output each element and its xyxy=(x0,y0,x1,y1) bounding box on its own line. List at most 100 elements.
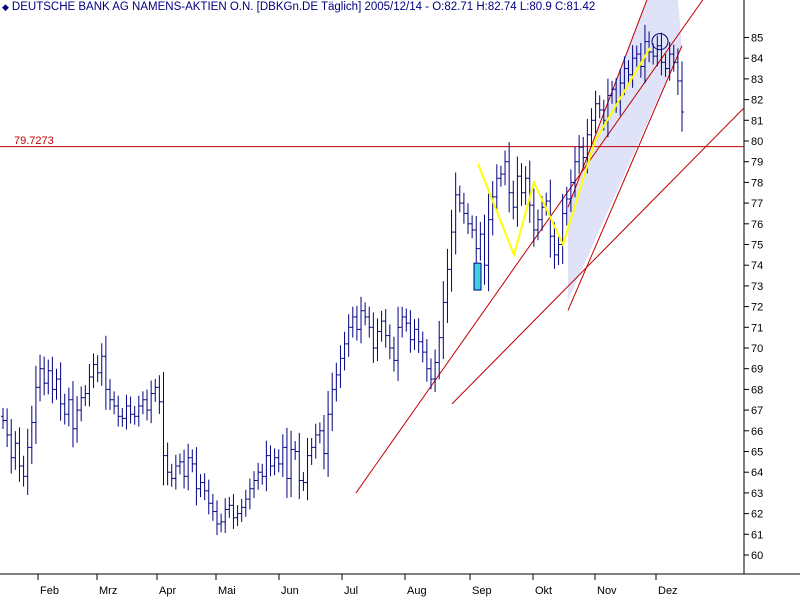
ohlc-bar xyxy=(527,160,532,223)
x-tick-label: Okt xyxy=(535,585,552,597)
ohlc-bar xyxy=(112,391,117,415)
ohlc-bar xyxy=(42,356,47,396)
ohlc-bar xyxy=(50,356,55,404)
y-tick-label: 65 xyxy=(751,447,763,459)
ohlc-bar xyxy=(145,389,150,421)
ohlc-bar xyxy=(597,95,602,119)
ohlc-bar xyxy=(70,381,75,448)
y-tick-label: 62 xyxy=(751,509,763,521)
ohlc-bar xyxy=(219,513,224,533)
y-tick-label: 83 xyxy=(751,74,763,86)
ohlc-bar xyxy=(523,166,528,205)
ohlc-bar xyxy=(177,453,182,475)
ohlc-bar xyxy=(367,306,372,338)
ohlc-bar xyxy=(642,24,647,84)
ohlc-bar xyxy=(400,306,405,338)
ohlc-bar xyxy=(490,181,495,236)
ohlc-bar xyxy=(276,449,281,473)
y-tick-label: 68 xyxy=(751,384,763,396)
ohlc-bar xyxy=(128,396,133,424)
ohlc-bar xyxy=(428,358,433,390)
ohlc-bar xyxy=(210,493,215,521)
ohlc-bar xyxy=(470,215,475,239)
ohlc-bar xyxy=(5,408,10,448)
x-tick-label: Dez xyxy=(658,585,678,597)
ohlc-bar xyxy=(289,430,294,498)
ohlc-bar xyxy=(503,150,508,186)
ohlc-bar xyxy=(573,146,578,198)
y-tick-label: 81 xyxy=(751,115,763,127)
ohlc-bar xyxy=(424,339,429,382)
ohlc-bar xyxy=(359,296,364,344)
ohlc-bar xyxy=(280,434,285,477)
ohlc-bar xyxy=(350,306,355,338)
ohlc-bar xyxy=(498,165,503,187)
ohlc-bar xyxy=(519,163,524,206)
y-tick-label: 72 xyxy=(751,302,763,314)
ohlc-bar xyxy=(441,281,446,360)
y-tick-label: 78 xyxy=(751,177,763,189)
ohlc-bar xyxy=(198,474,203,498)
ohlc-bar xyxy=(552,222,557,269)
y-tick-label: 64 xyxy=(751,467,763,479)
ohlc-bar xyxy=(95,355,100,383)
ohlc-bar xyxy=(235,505,240,527)
ohlc-bar xyxy=(675,48,680,95)
ohlc-bar xyxy=(25,428,30,495)
y-tick-label: 70 xyxy=(751,343,763,355)
ohlc-bar xyxy=(305,437,310,501)
horizontal-line-label: 79.7273 xyxy=(14,135,54,147)
ohlc-bar xyxy=(342,331,347,371)
ohlc-bar xyxy=(173,454,178,490)
ohlc-bar xyxy=(375,318,380,362)
ohlc-bar xyxy=(330,372,335,432)
ohlc-bar xyxy=(556,234,561,266)
ohlc-bar xyxy=(21,455,26,487)
ohlc-bar xyxy=(507,142,512,213)
y-tick-label: 77 xyxy=(751,198,763,210)
ohlc-bar xyxy=(535,209,540,241)
ohlc-bar xyxy=(445,248,450,323)
ohlc-bar xyxy=(622,56,627,96)
ohlc-bar xyxy=(116,395,121,427)
ohlc-bar xyxy=(75,396,80,443)
ohlc-bar xyxy=(206,479,211,515)
ohlc-bar xyxy=(391,336,396,372)
ohlc-bar xyxy=(486,193,491,292)
ohlc-bar xyxy=(494,164,499,211)
top-marker-circle xyxy=(651,33,669,51)
ohlc-bar xyxy=(190,449,195,473)
x-tick-label: Jun xyxy=(281,585,299,597)
ohlc-bar xyxy=(231,494,236,529)
ohlc-bar xyxy=(140,391,145,415)
ohlc-bar xyxy=(626,60,631,84)
ohlc-bar xyxy=(589,108,594,147)
ohlc-bar xyxy=(161,372,166,486)
ohlc-bar xyxy=(408,310,413,353)
ohlc-bar xyxy=(301,472,306,491)
ohlc-bar xyxy=(404,308,409,332)
trendline xyxy=(451,107,745,405)
y-tick-label: 73 xyxy=(751,281,763,293)
y-tick-label: 85 xyxy=(751,33,763,45)
ohlc-bar xyxy=(338,345,343,388)
ohlc-bar xyxy=(659,32,664,76)
ohlc-bar xyxy=(309,438,314,465)
ohlc-bar xyxy=(103,335,108,410)
y-tick-label: 82 xyxy=(751,95,763,107)
y-tick-label: 84 xyxy=(751,53,763,65)
ohlc-bar xyxy=(531,188,536,247)
ohlc-bar xyxy=(79,386,84,422)
y-tick-label: 71 xyxy=(751,322,763,334)
y-tick-label: 76 xyxy=(751,219,763,231)
ohlc-bar xyxy=(153,378,158,402)
ohlc-bar xyxy=(165,442,170,486)
y-tick-label: 66 xyxy=(751,426,763,438)
y-tick-label: 60 xyxy=(751,550,763,562)
ohlc-bar xyxy=(247,478,252,510)
ohlc-bar xyxy=(124,394,129,430)
x-tick-label: Aug xyxy=(407,585,427,597)
ohlc-bar xyxy=(610,80,615,104)
ohlc-bar xyxy=(252,471,257,499)
ohlc-bar xyxy=(83,385,88,407)
